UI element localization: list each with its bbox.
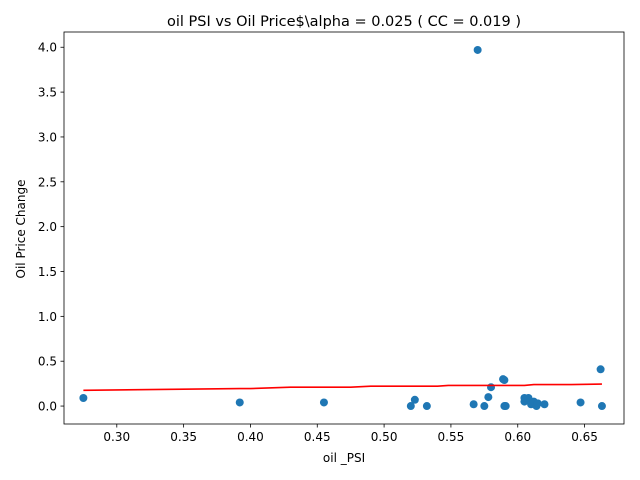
x-tick-label: 0.65	[571, 430, 598, 444]
x-tick-label: 0.40	[237, 430, 264, 444]
data-point	[422, 402, 431, 411]
axes-frame	[63, 31, 625, 425]
fit-line	[83, 383, 602, 392]
data-point	[79, 393, 88, 402]
y-tick-label: 0.5	[38, 355, 57, 369]
data-point	[406, 402, 415, 411]
chart-title: oil PSI vs Oil Price$\alpha = 0.025 ( CC…	[167, 14, 521, 30]
data-point	[487, 383, 496, 392]
data-point	[480, 402, 489, 411]
x-axis-label: oil _PSI	[323, 451, 365, 465]
data-point	[533, 399, 542, 408]
data-point	[597, 402, 606, 411]
data-point	[501, 402, 510, 411]
x-tick-label: 0.45	[304, 430, 331, 444]
data-point	[319, 398, 328, 407]
x-tick-label: 0.35	[170, 430, 197, 444]
data-point	[235, 398, 244, 407]
data-point	[484, 393, 493, 402]
x-tick-label: 0.60	[504, 430, 531, 444]
data-point	[500, 376, 509, 385]
data-point	[473, 45, 482, 54]
y-tick-label: 3.5	[38, 86, 57, 100]
y-tick-label: 3.0	[38, 130, 57, 144]
data-point	[596, 365, 605, 374]
data-point	[540, 400, 549, 409]
data-point	[576, 398, 585, 407]
data-point	[469, 400, 478, 409]
x-tick-label: 0.30	[103, 430, 130, 444]
y-tick-label: 4.0	[38, 41, 57, 55]
y-tick-label: 2.0	[38, 220, 57, 234]
x-tick-label: 0.50	[371, 430, 398, 444]
y-tick-label: 1.0	[38, 310, 57, 324]
plot-area: 0.30 0.35 0.40 0.45 0.50 0.55 0.60 0.65 0.0 0.5 1.…	[38, 31, 625, 444]
y-tick-label: 2.5	[38, 175, 57, 189]
x-tick-label: 0.55	[438, 430, 465, 444]
y-axis-label: Oil Price Change	[14, 180, 28, 279]
y-tick-label: 1.5	[38, 265, 57, 279]
y-tick-label: 0.0	[38, 400, 57, 414]
data-point	[410, 395, 419, 404]
